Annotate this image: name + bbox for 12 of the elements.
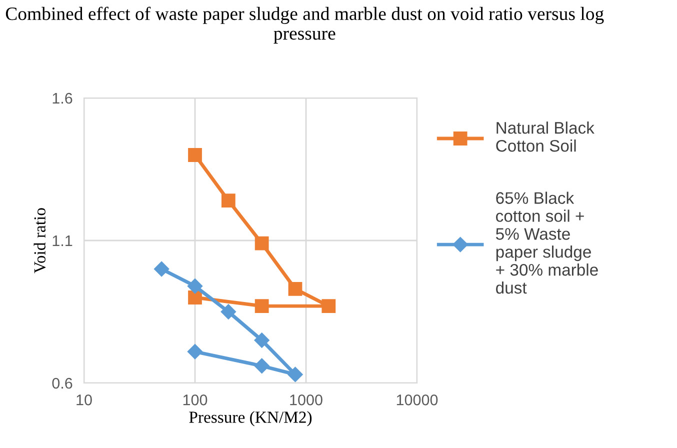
x-tick-label: 10000: [396, 394, 438, 406]
x-tick-label: 1000: [290, 394, 322, 406]
x-tick-label: 100: [183, 394, 208, 406]
chart-title: Combined effect of waste paper sludge and marble dust on void ratio versus log pressure: [6, 6, 604, 44]
x-tick-label: 10: [76, 394, 92, 406]
y-axis-title: Void ratio: [34, 208, 46, 274]
y-tick-label: 1.6: [52, 92, 72, 104]
y-tick-label: 1.1: [52, 236, 72, 246]
legend-label: 65% Black cotton soil + 5% Waste paper sludge + 30% marble dust: [496, 192, 598, 294]
y-tick-label: 0.6: [52, 378, 72, 389]
legend-label: Natural Black Cotton Soil: [496, 122, 594, 152]
x-axis-title: Pressure (KN/M2): [189, 411, 312, 426]
